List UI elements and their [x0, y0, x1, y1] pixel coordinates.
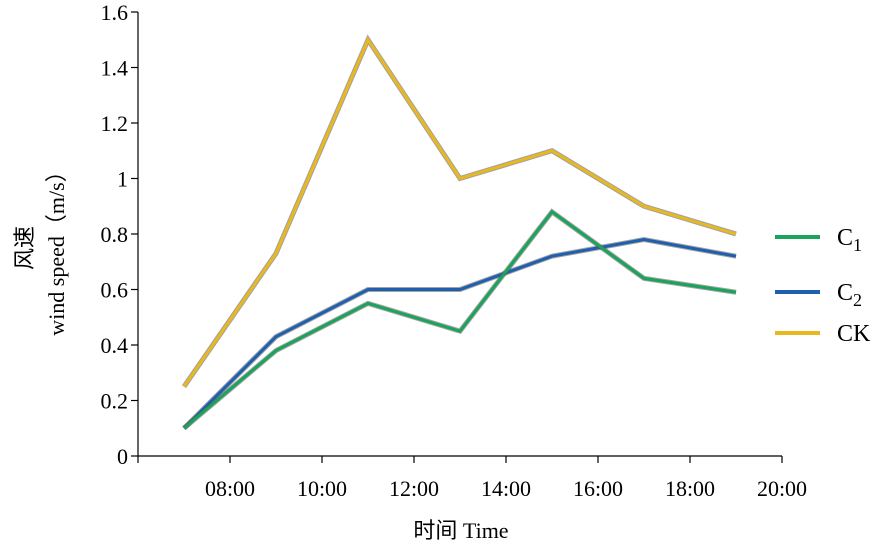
y-tick-labels: 0 0.2 0.4 0.6 0.8 1 1.2 1.4 1.6 [101, 0, 129, 469]
x-tick-label: 08:00 [205, 476, 255, 501]
y-tick-label: 1.6 [101, 0, 129, 25]
y-axis-title: 风速 [12, 226, 37, 270]
series-line-ck [182, 36, 737, 388]
series-line-c1 [183, 209, 737, 430]
y-tick-label: 1.4 [101, 56, 129, 81]
x-tick-label: 18:00 [665, 476, 715, 501]
series-line-shadow-c1 [182, 208, 737, 431]
x-axis-title: 时间 Time [413, 518, 508, 543]
axes [131, 11, 783, 463]
x-tick-label: 20:00 [757, 476, 807, 501]
y-axis-title-en-group: wind speed（m/s） [44, 160, 69, 335]
series-lines [181, 34, 737, 431]
x-tick-label: 14:00 [481, 476, 531, 501]
y-tick-label: 0.8 [101, 222, 129, 247]
y-tick-label: 1.2 [101, 111, 129, 136]
y-axis-title-cn: 风速 [12, 226, 37, 270]
series-line-shadow-ck [181, 34, 737, 389]
y-axis-title-en: wind speed（m/s） [44, 160, 69, 335]
legend-label-c1: C1 [837, 225, 862, 255]
legend: C1 C2 CK [775, 225, 871, 347]
x-tick-labels: 08:00 10:00 12:00 14:00 16:00 18:00 20:00 [205, 476, 807, 501]
y-tick-label: 0.2 [101, 389, 129, 414]
y-tick-label: 0.6 [101, 278, 129, 303]
x-tick-label: 16:00 [573, 476, 623, 501]
y-tick-label: 1 [117, 167, 128, 192]
y-tick-label: 0.4 [101, 333, 129, 358]
x-tick-label: 12:00 [389, 476, 439, 501]
legend-label-c2: C2 [837, 280, 862, 310]
y-tick-label: 0 [117, 444, 128, 469]
series-line-c2 [182, 238, 737, 430]
x-tick-label: 10:00 [297, 476, 347, 501]
legend-label-ck: CK [837, 321, 871, 347]
